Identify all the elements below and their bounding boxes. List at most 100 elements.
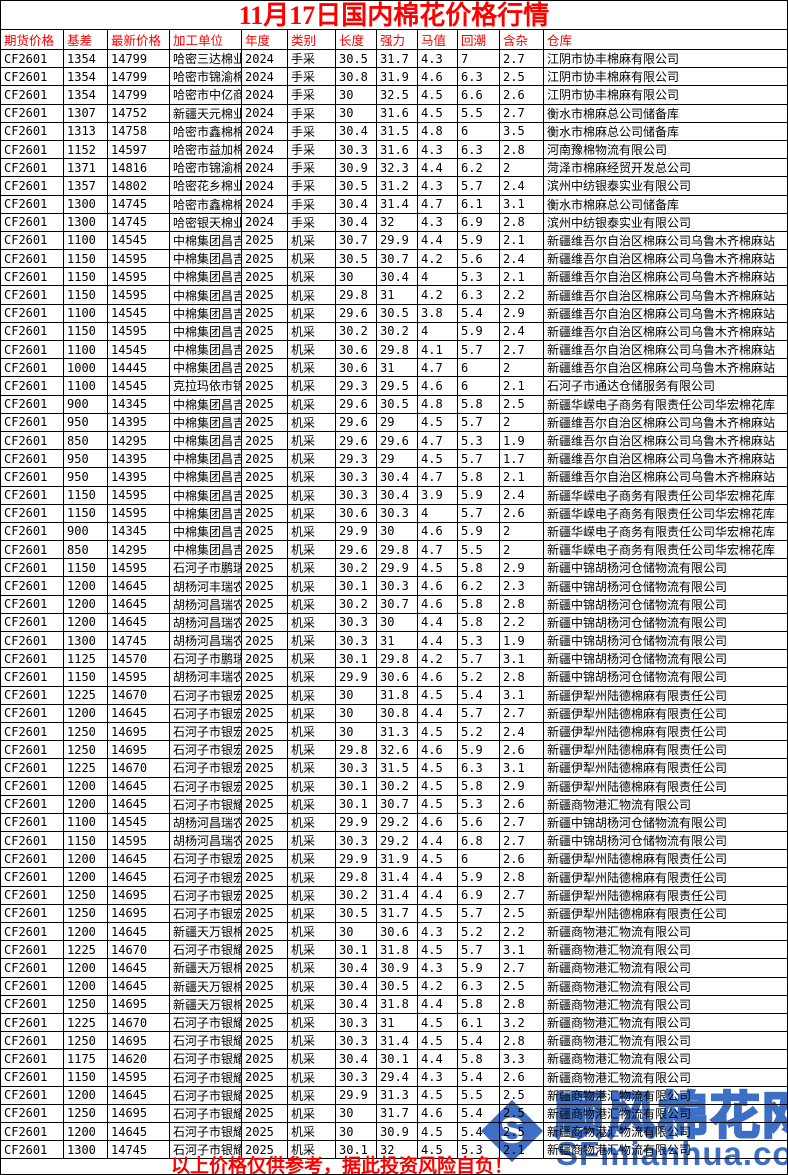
cell: CF2601 <box>1 995 64 1014</box>
table-row: CF2601 1100 14545 克拉玛依市锦 2025 机采 29.3 29.5 4.6 6 2… <box>1 377 787 396</box>
cell: 2.6 <box>500 795 544 814</box>
cell: 4.2 <box>418 250 458 269</box>
table-row: CF2601 1250 14695 石河子市银宏 2025 机采 30 31.3 4.5 5.2 2… <box>1 722 787 742</box>
cell: 30.2 <box>377 777 418 796</box>
column-header: 期货价格 <box>1 30 64 50</box>
cell: 2025 <box>242 541 288 560</box>
cell: 1150 <box>64 486 108 505</box>
cell: 31.8 <box>377 995 418 1014</box>
cell: 1150 <box>64 504 108 523</box>
cell: 32.5 <box>377 86 418 105</box>
cell: 1200 <box>64 923 108 942</box>
cell: 5.5 <box>458 1086 500 1105</box>
cell: 胡杨河昌瑞农 <box>170 632 242 651</box>
cell: 14645 <box>108 850 170 869</box>
cell: 中棉集团昌吉 <box>170 450 242 469</box>
cell: 中棉集团昌吉 <box>170 522 242 542</box>
cell: 2025 <box>242 504 288 523</box>
table-row: CF2601 1250 14695 石河子市银宏 2025 机采 29.8 32.6 4.6 5.… <box>1 741 787 760</box>
cell: 克拉玛依市锦 <box>170 377 242 396</box>
cell: 1.9 <box>500 632 544 651</box>
cell: 2025 <box>242 395 288 414</box>
cell: 机采 <box>288 813 336 833</box>
cell: 31.7 <box>377 50 418 69</box>
cell: 2025 <box>242 304 288 323</box>
cell: 14695 <box>108 995 170 1014</box>
cell: 新疆维吾尔自治区棉麻公司乌鲁木齐棉麻站 <box>544 414 787 432</box>
cell: 29.9 <box>336 1086 377 1105</box>
cell: 机采 <box>288 759 336 778</box>
cell: 哈密银天棉业 <box>170 213 242 232</box>
cell: 7 <box>458 50 500 69</box>
cell: 新疆维吾尔自治区棉麻公司乌鲁木齐棉麻站 <box>544 305 787 323</box>
cell: 850 <box>64 431 108 451</box>
cell: 5.8 <box>458 995 500 1014</box>
cell: 4.3 <box>418 140 458 160</box>
table-row: CF2601 1152 14597 哈密市益加棉 2024 手采 30.3 31.6 4.3 6.… <box>1 140 787 160</box>
cell: 2025 <box>242 450 288 469</box>
cell: 机采 <box>288 904 336 923</box>
cell: CF2601 <box>1 304 64 323</box>
cell: 石河子市银耀 <box>170 1032 242 1051</box>
cell: 14595 <box>108 286 170 305</box>
cell: 中棉集团昌吉 <box>170 322 242 341</box>
cell: 6.1 <box>458 195 500 214</box>
cell: 哈密市鑫棉棉 <box>170 195 242 214</box>
cell: 中棉集团昌吉 <box>170 413 242 432</box>
table-row: CF2601 1357 14802 哈密花乡棉业 2024 手采 30.5 31.2 4.3 5.… <box>1 177 787 196</box>
cell: 29.6 <box>336 395 377 414</box>
cell: 2025 <box>242 904 288 923</box>
cell: 新疆维吾尔自治区棉麻公司乌鲁木齐棉麻站 <box>544 450 787 469</box>
cell: 32.6 <box>377 741 418 760</box>
cell: 30.3 <box>336 1032 377 1051</box>
cell: 14545 <box>108 341 170 360</box>
cell: 2.8 <box>500 595 544 614</box>
cell: 31.7 <box>377 1104 418 1124</box>
cell: 4.7 <box>418 195 458 214</box>
cell: 2025 <box>242 613 288 632</box>
cell: 1200 <box>64 977 108 996</box>
cell: 机采 <box>288 450 336 469</box>
cell: 2024 <box>242 159 288 178</box>
cell: 新疆维吾尔自治区棉麻公司乌鲁木齐棉麻站 <box>544 359 787 378</box>
cell: 31.3 <box>377 722 418 742</box>
cell: 2025 <box>242 1123 288 1142</box>
cell: 新疆天万银棉 <box>170 923 242 942</box>
table-row: CF2601 1150 14595 胡杨河丰瑞农 2025 机采 29.9 30.6 4.6 5.… <box>1 668 787 687</box>
cell: 衡水市棉麻总公司储备库 <box>544 105 787 123</box>
cell: 新疆商物港汇物流有限公司 <box>544 1050 787 1069</box>
cell: 新疆伊犁州陆德棉麻有限责任公司 <box>544 905 787 923</box>
cell: 2025 <box>242 231 288 251</box>
table-row: CF2601 1200 14645 新疆天万银棉 2025 机采 30.4 30.5 4.2 6.… <box>1 977 787 996</box>
disclaimer-text: 以上价格仅供参考，据此投资风险自负！ <box>171 1156 514 1175</box>
cell: 14752 <box>108 104 170 123</box>
cell: 14595 <box>108 486 170 505</box>
table-row: CF2601 1200 14645 新疆天万银棉 2025 机采 30.4 30.9 4.3 5.… <box>1 959 787 978</box>
cell: 900 <box>64 395 108 414</box>
cell: 2025 <box>242 577 288 596</box>
cell: 31.6 <box>377 140 418 160</box>
cell: 5.3 <box>458 795 500 814</box>
cell: 2 <box>500 541 544 560</box>
cell: 2025 <box>242 1050 288 1069</box>
cell: 2025 <box>242 704 288 723</box>
cell: 新疆商物港汇物流有限公司 <box>544 923 787 942</box>
cell: 2025 <box>242 359 288 378</box>
cell: 14595 <box>108 832 170 851</box>
cell: 1100 <box>64 304 108 323</box>
cell: 5.4 <box>458 686 500 705</box>
cell: 14570 <box>108 650 170 669</box>
cell: 哈密市鑫棉棉 <box>170 122 242 141</box>
cell: 30 <box>336 86 377 105</box>
cell: CF2601 <box>1 559 64 578</box>
cell: 4.3 <box>418 959 458 978</box>
cell: 2025 <box>242 1141 288 1160</box>
cell: 30.1 <box>336 941 377 960</box>
cell: 新疆维吾尔自治区棉麻公司乌鲁木齐棉麻站 <box>544 268 787 287</box>
cell: 2.1 <box>500 268 544 287</box>
cell: 4.5 <box>418 941 458 960</box>
cell: 江阴市协丰棉麻有限公司 <box>544 50 787 69</box>
table-row: CF2601 850 14295 中棉集团昌吉 2025 机采 29.6 29.8 4.7 5.5… <box>1 541 787 560</box>
cell: 2024 <box>242 104 288 123</box>
